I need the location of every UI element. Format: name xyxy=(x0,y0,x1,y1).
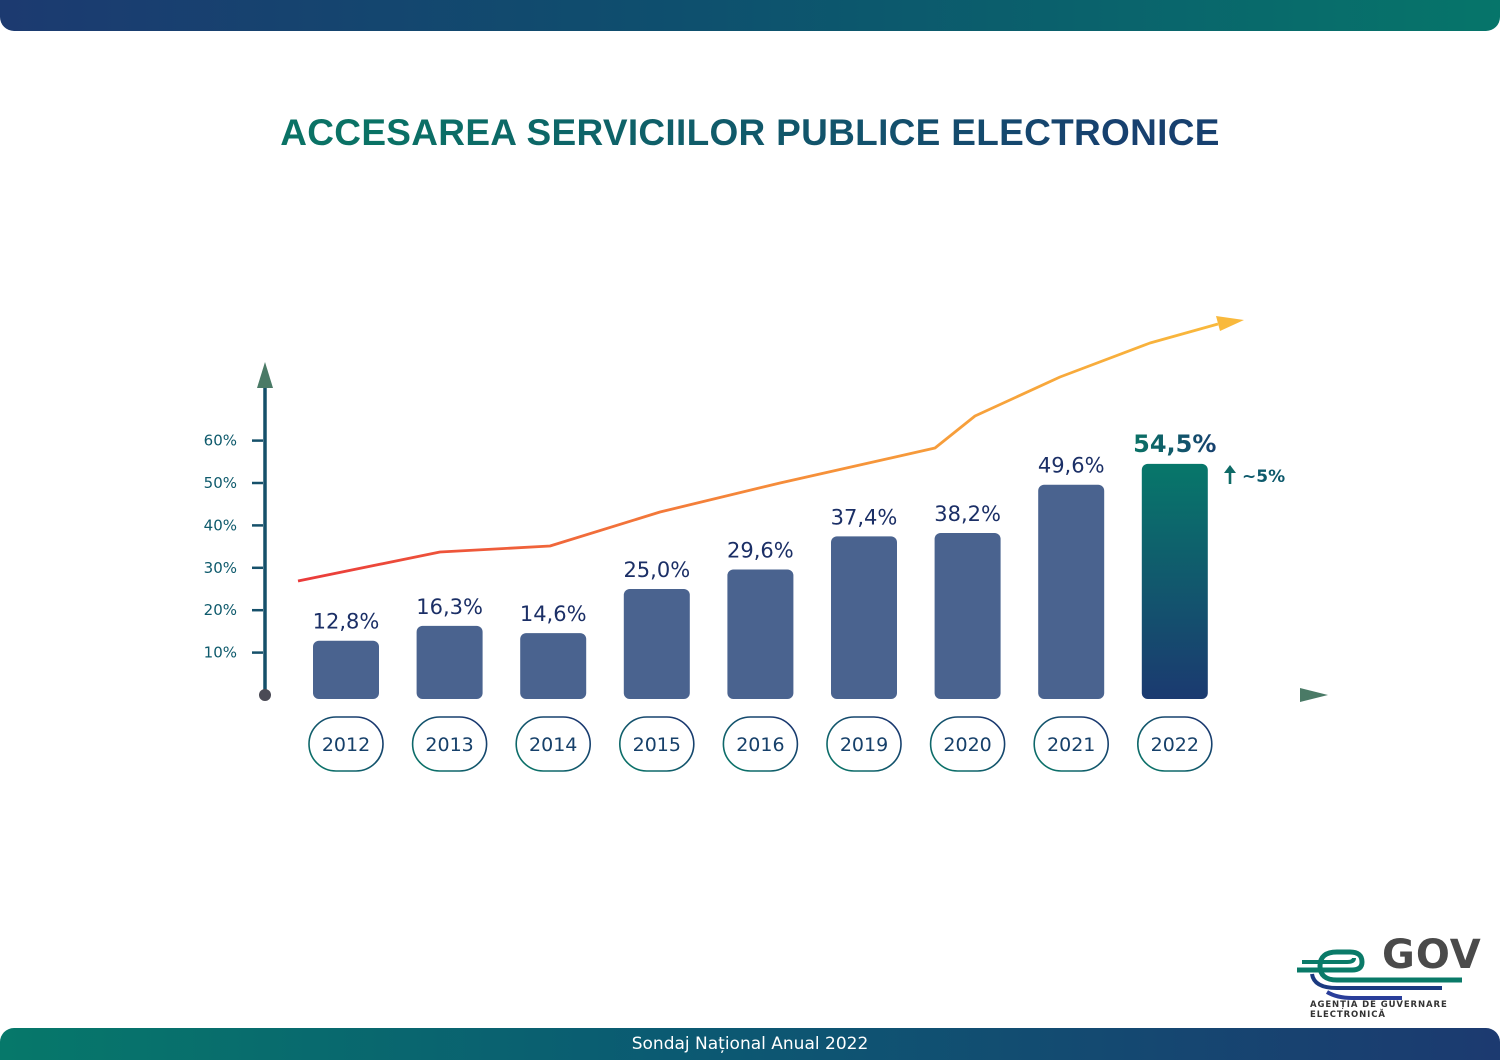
y-axis: 10% 20% 30% 40% 50% 60% xyxy=(204,362,273,695)
y-tick-label: 30% xyxy=(204,559,237,577)
footer-banner: Sondaj Național Anual 2022 xyxy=(0,1028,1500,1060)
x-tick-label: 2022 xyxy=(1151,734,1199,756)
bar xyxy=(313,640,379,699)
year-pill xyxy=(722,716,799,772)
bar-value-label: 25,0% xyxy=(623,558,690,582)
y-tick-label: 60% xyxy=(204,432,237,450)
bar xyxy=(1038,484,1105,699)
bars-group: 12,8% 16,3% 14,6% 25,0% 29,6% 37,4% 38,2% 49,6%… xyxy=(313,430,1216,699)
year-pill xyxy=(929,716,1006,772)
y-tick-label: 50% xyxy=(204,474,237,492)
year-pill xyxy=(308,716,384,772)
year-pill xyxy=(1033,716,1109,772)
top-banner xyxy=(0,0,1500,31)
x-tick-label: 2012 xyxy=(322,734,370,756)
bar-value-label: 14,6% xyxy=(520,602,587,626)
bar xyxy=(934,533,1001,699)
year-pill xyxy=(1137,716,1213,772)
axis-origin-dot xyxy=(259,689,271,701)
bar xyxy=(623,589,690,699)
bar xyxy=(520,633,587,699)
x-tick-label: 2019 xyxy=(840,734,888,756)
x-tick-label: 2020 xyxy=(943,734,991,756)
page-title: ACCESAREA SERVICIILOR PUBLICE ELECTRONIC… xyxy=(0,112,1500,154)
bar-value-label: 12,8% xyxy=(313,610,380,634)
year-pill xyxy=(618,716,695,772)
year-pill xyxy=(515,716,592,772)
increase-annotation: ~5% xyxy=(1242,467,1285,487)
bar xyxy=(416,625,483,699)
bar-value-label: 54,5% xyxy=(1133,430,1216,458)
x-tick-label: 2015 xyxy=(633,734,681,756)
bar-highlight xyxy=(1141,463,1208,699)
x-tick-label: 2014 xyxy=(529,734,577,756)
trend-line-path xyxy=(297,322,1219,583)
year-pill xyxy=(411,716,488,772)
x-axis-arrow-icon xyxy=(1300,688,1328,702)
bar xyxy=(727,569,794,699)
year-labels: 2012 2013 2014 2015 2016 2019 2020 2021 2022 xyxy=(308,716,1213,772)
y-axis-arrow-icon xyxy=(257,362,273,388)
logo-wordmark: GOV xyxy=(1382,932,1482,978)
logo-subtitle: AGENȚIA DE GUVERNARE ELECTRONICĂ xyxy=(1310,1000,1448,1020)
bar-value-label: 16,3% xyxy=(416,595,483,619)
footer-text: Sondaj Național Anual 2022 xyxy=(631,1034,869,1054)
x-tick-label: 2016 xyxy=(736,734,784,756)
gov-logo xyxy=(1292,930,1467,1015)
y-tick-label: 20% xyxy=(204,601,237,619)
bar-value-label: 37,4% xyxy=(831,505,898,529)
x-tick-label: 2013 xyxy=(425,734,473,756)
year-pill xyxy=(826,716,902,772)
trend-line xyxy=(297,316,1244,583)
bar-value-label: 29,6% xyxy=(727,538,794,562)
x-tick-label: 2021 xyxy=(1047,734,1095,756)
y-tick-label: 10% xyxy=(204,644,237,662)
y-tick-label: 40% xyxy=(204,516,237,534)
bar-value-label: 49,6% xyxy=(1038,454,1105,478)
annotation-group: ~5% xyxy=(1224,465,1285,487)
trend-arrow-icon xyxy=(1216,316,1244,331)
logo-swoosh-icon xyxy=(1297,949,1462,1000)
up-arrow-icon xyxy=(1224,465,1236,484)
bar-value-label: 38,2% xyxy=(934,502,1001,526)
bar xyxy=(831,536,897,699)
x-axis xyxy=(259,688,1328,702)
